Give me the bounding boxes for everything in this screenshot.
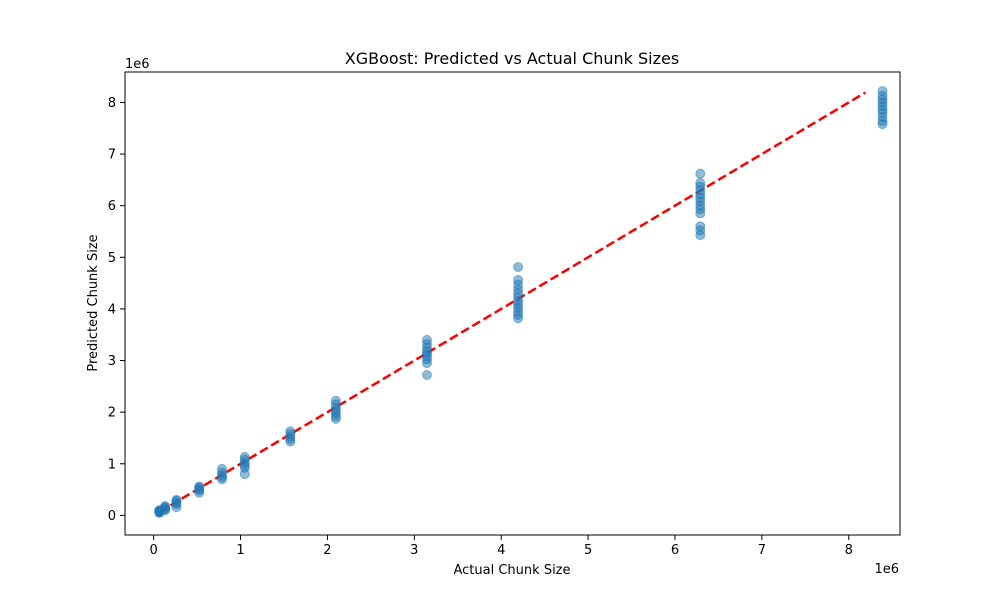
data-point bbox=[695, 177, 706, 188]
data-point bbox=[421, 369, 432, 380]
data-point bbox=[330, 395, 341, 406]
y-axis-label: Predicted Chunk Size bbox=[86, 234, 101, 371]
data-points bbox=[154, 86, 888, 518]
data-point bbox=[695, 221, 706, 232]
data-point bbox=[171, 494, 182, 505]
x-tick-label: 3 bbox=[410, 543, 418, 558]
y-tick-label: 7 bbox=[108, 148, 116, 163]
x-tick-label: 5 bbox=[584, 543, 592, 558]
x-tick-label: 8 bbox=[845, 543, 853, 558]
x-tick-label: 1 bbox=[236, 543, 244, 558]
axis-ticks: 0 1 2 3 4 5 6 7 8 0 1 2 3 4 5 6 7 8 bbox=[108, 96, 853, 558]
data-point bbox=[285, 426, 296, 437]
y-tick-label: 3 bbox=[108, 354, 116, 369]
x-tick-label: 7 bbox=[758, 543, 766, 558]
y-tick-label: 2 bbox=[108, 406, 116, 421]
x-tick-label: 4 bbox=[497, 543, 505, 558]
y-tick-label: 8 bbox=[108, 96, 116, 111]
y-offset-label: 1e6 bbox=[125, 57, 150, 72]
data-point bbox=[695, 168, 706, 179]
x-tick-label: 2 bbox=[323, 543, 331, 558]
reference-line bbox=[158, 91, 867, 514]
data-point bbox=[513, 262, 524, 273]
y-tick-label: 0 bbox=[108, 509, 116, 524]
data-point bbox=[194, 481, 205, 492]
x-tick-label: 0 bbox=[150, 543, 158, 558]
x-axis-label: Actual Chunk Size bbox=[454, 563, 571, 578]
y-tick-label: 6 bbox=[108, 199, 116, 214]
reference-line-group bbox=[158, 91, 867, 514]
y-tick-label: 4 bbox=[108, 302, 116, 317]
data-point bbox=[239, 452, 250, 463]
plot-frame bbox=[124, 71, 901, 536]
data-point bbox=[421, 334, 432, 345]
chart-title: XGBoost: Predicted vs Actual Chunk Sizes bbox=[345, 49, 679, 68]
data-point bbox=[877, 86, 888, 97]
data-point bbox=[216, 463, 227, 474]
y-tick-label: 5 bbox=[108, 251, 116, 266]
data-point bbox=[513, 275, 524, 286]
data-point bbox=[160, 501, 171, 512]
x-offset-label: 1e6 bbox=[874, 562, 899, 577]
x-tick-label: 6 bbox=[671, 543, 679, 558]
y-tick-label: 1 bbox=[108, 457, 116, 472]
